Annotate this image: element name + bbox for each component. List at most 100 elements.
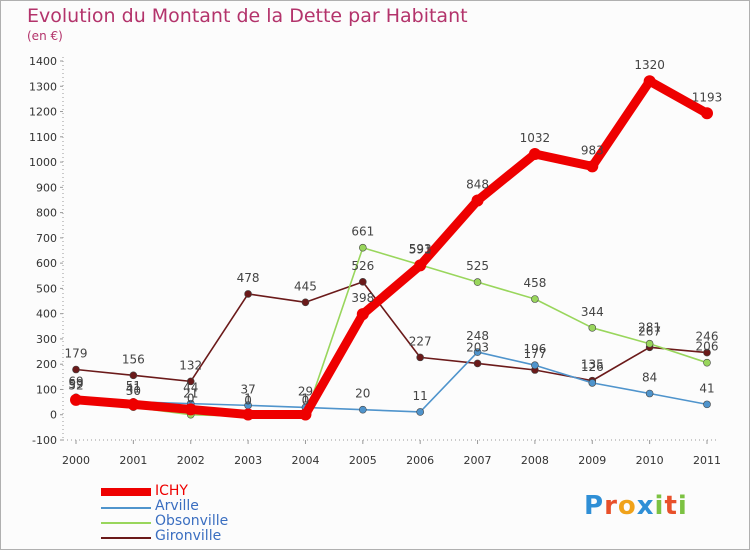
series-point-gironville (416, 353, 424, 362)
series-point-obsonville (531, 295, 539, 303)
data-label-gironville: 478 (237, 271, 260, 285)
series-point-ichy (70, 393, 82, 406)
data-label-ichy: 59 (68, 377, 83, 391)
series-point-gironville (473, 359, 482, 368)
data-label-ichy: 21 (183, 386, 198, 400)
series-point-ichy (471, 194, 484, 207)
data-label-arville: 248 (466, 329, 489, 343)
y-tick-label: 1000 (29, 156, 57, 169)
legend-swatch-ichy (101, 488, 151, 496)
series-point-ichy (127, 398, 140, 411)
data-label-ichy: 1 (302, 391, 310, 405)
x-tick-label: 2010 (636, 454, 664, 467)
series-point-obsonville (473, 278, 482, 286)
x-tick-label: 2003 (234, 454, 262, 467)
legend-item-obsonville: Obsonville (101, 514, 321, 530)
logo-letter: t (664, 491, 678, 521)
data-label-obsonville: 458 (523, 276, 546, 290)
y-tick-label: -100 (32, 434, 57, 447)
logo-letter: i (654, 491, 665, 521)
data-label-arville: 51 (126, 379, 141, 393)
proxiti-logo: Proxiti (584, 491, 688, 521)
series-point-ichy (586, 160, 599, 173)
logo-letter: P (584, 491, 605, 521)
series-point-obsonville (359, 243, 367, 252)
series-point-gironville (186, 377, 195, 386)
chart-title: Evolution du Montant de la Dette par Hab… (27, 5, 468, 27)
data-label-obsonville: 525 (466, 259, 489, 273)
series-point-ichy (356, 308, 369, 321)
data-label-arville: 126 (581, 360, 604, 374)
series-line-arville (75, 351, 708, 413)
series-line-gironville (75, 281, 708, 383)
series-point-arville (473, 348, 482, 356)
data-label-ichy: 591 (409, 242, 432, 256)
series-line-obsonville (75, 246, 708, 418)
x-tick-label: 2007 (464, 454, 492, 467)
data-label-ichy: 398 (351, 291, 374, 305)
series-point-obsonville (703, 358, 711, 367)
legend-item-gironville: Gironville (101, 528, 321, 545)
data-label-obsonville: 206 (696, 340, 719, 354)
data-label-arville: 11 (413, 389, 428, 403)
x-tick-label: 2006 (406, 454, 434, 467)
y-tick-label: 1300 (29, 80, 57, 93)
series-point-ichy (643, 75, 656, 88)
data-label-ichy: 1 (244, 391, 252, 405)
y-tick-label: 700 (36, 232, 57, 245)
x-tick-label: 2004 (291, 454, 319, 467)
data-label-gironville: 177 (523, 347, 546, 361)
series-point-gironville (72, 365, 80, 374)
y-tick-label: 1200 (29, 106, 57, 119)
series-point-gironville (129, 371, 138, 380)
y-tick-label: 400 (36, 308, 57, 321)
logo-letter: i (677, 491, 688, 521)
series-point-gironville (301, 298, 310, 307)
logo-letter: x (636, 491, 655, 521)
series-point-ichy (242, 408, 255, 421)
series-point-ichy (528, 147, 541, 160)
logo-letter: r (604, 491, 618, 521)
y-tick-label: 0 (50, 409, 57, 422)
data-label-ichy: 1193 (692, 90, 723, 104)
data-label-ichy: 1032 (520, 131, 551, 145)
chart-legend: ICHY Arville Obsonville Gironville (101, 484, 321, 545)
series-point-ichy (701, 107, 713, 120)
data-label-gironville: 267 (638, 324, 661, 338)
series-point-obsonville (645, 339, 654, 348)
data-label-gironville: 203 (466, 340, 489, 354)
data-label-gironville: 135 (581, 358, 604, 372)
data-label-gironville: 526 (351, 259, 374, 273)
y-tick-label: 800 (36, 207, 57, 220)
series-point-arville (416, 408, 424, 416)
data-label-gironville: 132 (179, 358, 202, 372)
data-label-obsonville: 30 (126, 384, 141, 398)
series-point-ichy (414, 259, 427, 272)
x-tick-label: 2008 (521, 454, 549, 467)
series-point-gironville (244, 290, 252, 298)
series-point-arville (588, 379, 597, 387)
data-label-arville: 84 (642, 371, 657, 385)
series-point-arville (531, 361, 539, 370)
data-label-ichy: 983 (581, 143, 604, 157)
data-label-obsonville: 344 (581, 305, 604, 319)
y-tick-label: 1400 (29, 55, 57, 68)
y-tick-label: 1100 (29, 131, 57, 144)
data-label-gironville: 156 (122, 352, 145, 366)
data-label-arville: 44 (183, 381, 198, 395)
legend-swatch-gironville (101, 537, 151, 539)
y-tick-label: 200 (36, 358, 57, 371)
legend-item-ichy: ICHY (101, 484, 321, 500)
legend-label-gironville: Gironville (155, 528, 222, 544)
data-label-arville: 196 (523, 342, 546, 356)
data-label-arville: 29 (298, 384, 313, 398)
series-point-gironville (703, 348, 711, 357)
data-label-obsonville: 52 (68, 379, 83, 393)
series-point-arville (703, 400, 711, 409)
y-tick-label: 100 (36, 383, 57, 396)
legend-swatch-obsonville (101, 522, 151, 524)
data-label-obsonville: 593 (409, 242, 432, 256)
x-tick-label: 2011 (693, 454, 721, 467)
